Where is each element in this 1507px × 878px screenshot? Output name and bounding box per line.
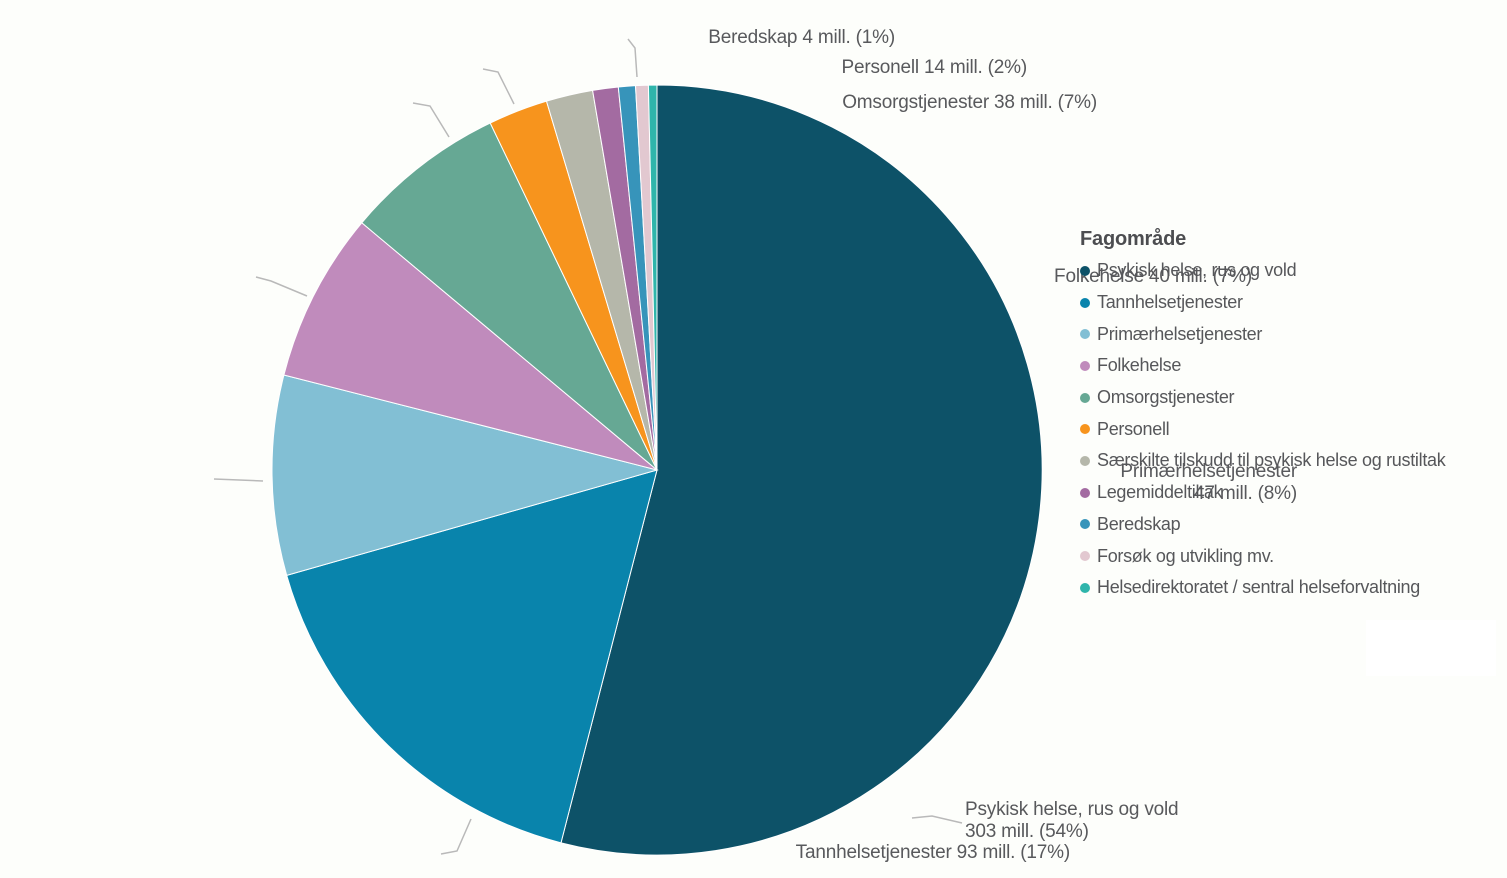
pie-slice-prim-rhelsetjenester[interactable] — [271, 374, 659, 577]
legend-item-prim-rhelsetjenester[interactable]: Primærhelsetjenester — [1080, 318, 1507, 350]
background-artifact — [1366, 620, 1496, 676]
pie-slice-helsedirektoratet-sentral-helseforvaltning[interactable] — [647, 84, 658, 471]
slice-label-tannhelsetjenester: Tannhelsetjenester 93 mill. (17%) — [795, 842, 1071, 864]
label-connector-personell — [482, 68, 515, 105]
legend-item-s-rskilte-tilskudd-til-psykisk-helse-og-rustiltak[interactable]: Særskilte tilskudd til psykisk helse og … — [1080, 445, 1507, 477]
legend-item-psykisk-helse-rus-og-vold[interactable]: Psykisk helse, rus og vold — [1080, 255, 1507, 287]
slice-label-line: Omsorgstjenester 38 mill. (7%) — [842, 92, 1097, 113]
pie-slice-omsorgstjenester[interactable] — [361, 122, 658, 471]
legend-item-label: Personell — [1097, 418, 1170, 439]
label-connector-beredskap — [627, 38, 638, 78]
slice-label-psykisk-helse-rus-og-vold: Psykisk helse, rus og vold 303 mill. (54%… — [965, 799, 1179, 843]
legend-item-label: Forsøk og utvikling mv. — [1097, 545, 1274, 566]
legend-marker-icon — [1080, 582, 1090, 593]
legend: Fagområde Psykisk helse, rus og vold Tann… — [1080, 228, 1507, 604]
legend-item-personell[interactable]: Personell — [1080, 413, 1507, 445]
legend-item-label: Psykisk helse, rus og vold — [1097, 260, 1297, 281]
legend-marker-icon — [1080, 551, 1090, 562]
legend-item-label: Primærhelsetjenester — [1097, 323, 1263, 344]
slice-label-line: Folkehelse 40 mill. (7%) — [1054, 266, 1252, 287]
legend-item-omsorgstjenester[interactable]: Omsorgstjenester — [1080, 382, 1507, 414]
legend-item-fors-k-og-utvikling-mv[interactable]: Forsøk og utvikling mv. — [1080, 540, 1507, 572]
slice-label-personell: Personell 14 mill. (2%) — [841, 57, 1028, 79]
legend-item-legemiddeltiltak[interactable]: Legemiddeltiltak — [1080, 477, 1507, 509]
legend-marker-icon — [1080, 329, 1090, 340]
label-connector-prim-rhelsetjenester — [213, 478, 264, 482]
legend-marker-icon — [1080, 297, 1090, 308]
legend-marker-icon — [1080, 519, 1090, 530]
legend-item-label: Folkehelse — [1097, 355, 1182, 376]
legend-item-tannhelsetjenester[interactable]: Tannhelsetjenester — [1080, 287, 1507, 319]
legend-item-label: Helsedirektoratet / sentral helseforvalt… — [1097, 577, 1420, 598]
legend-item-label: Særskilte tilskudd til psykisk helse og … — [1097, 450, 1446, 471]
legend-item-folkehelse[interactable]: Folkehelse — [1080, 350, 1507, 382]
legend-item-label: Omsorgstjenester — [1097, 387, 1235, 408]
slice-label-omsorgstjenester: Omsorgstjenester 38 mill. (7%) — [842, 92, 1097, 114]
slice-label-line: 303 mill. (54%) — [965, 821, 1089, 842]
slice-label-prim-rhelsetjenester: Primærhelsetjenester 47 mill. (8%) — [1120, 461, 1297, 505]
slice-label-line: Psykisk helse, rus og vold — [965, 799, 1179, 820]
legend-marker-icon — [1080, 487, 1090, 498]
slice-label-line: Personell 14 mill. (2%) — [841, 57, 1028, 78]
label-connector-omsorgstjenester — [412, 102, 450, 138]
pie-slice-folkehelse[interactable] — [283, 222, 658, 471]
legend-marker-icon — [1080, 392, 1090, 403]
label-connector-psykisk-helse-rus-og-vold — [911, 815, 963, 824]
legend-marker-icon — [1080, 424, 1090, 435]
legend-item-helsedirektoratet-sentral-helseforvaltning[interactable]: Helsedirektoratet / sentral helseforvalt… — [1080, 572, 1507, 604]
pie-slice-psykisk-helse-rus-og-vold[interactable] — [560, 84, 1043, 856]
slice-label-folkehelse: Folkehelse 40 mill. (7%) — [1054, 266, 1252, 288]
legend-marker-icon — [1080, 360, 1090, 371]
legend-item-beredskap[interactable]: Beredskap — [1080, 509, 1507, 541]
slice-label-line: 47 mill. (8%) — [1194, 483, 1297, 504]
legend-title: Fagområde — [1080, 228, 1187, 250]
slice-label-line: Beredskap 4 mill. (1%) — [708, 27, 895, 48]
pie-slice-tannhelsetjenester[interactable] — [286, 469, 658, 844]
legend-marker-icon — [1080, 265, 1090, 276]
label-connector-tannhelsetjenester — [440, 818, 472, 855]
slice-label-line: Tannhelsetjenester 93 mill. (17%) — [795, 842, 1071, 863]
legend-marker-icon — [1080, 455, 1090, 466]
slice-label-beredskap: Beredskap 4 mill. (1%) — [708, 27, 895, 49]
slice-label-line: Primærhelsetjenester — [1120, 461, 1297, 482]
legend-item-label: Tannhelsetjenester — [1097, 292, 1243, 313]
label-connector-folkehelse — [255, 276, 308, 297]
legend-item-label: Beredskap — [1097, 513, 1181, 534]
legend-item-label: Legemiddeltiltak — [1097, 482, 1223, 503]
